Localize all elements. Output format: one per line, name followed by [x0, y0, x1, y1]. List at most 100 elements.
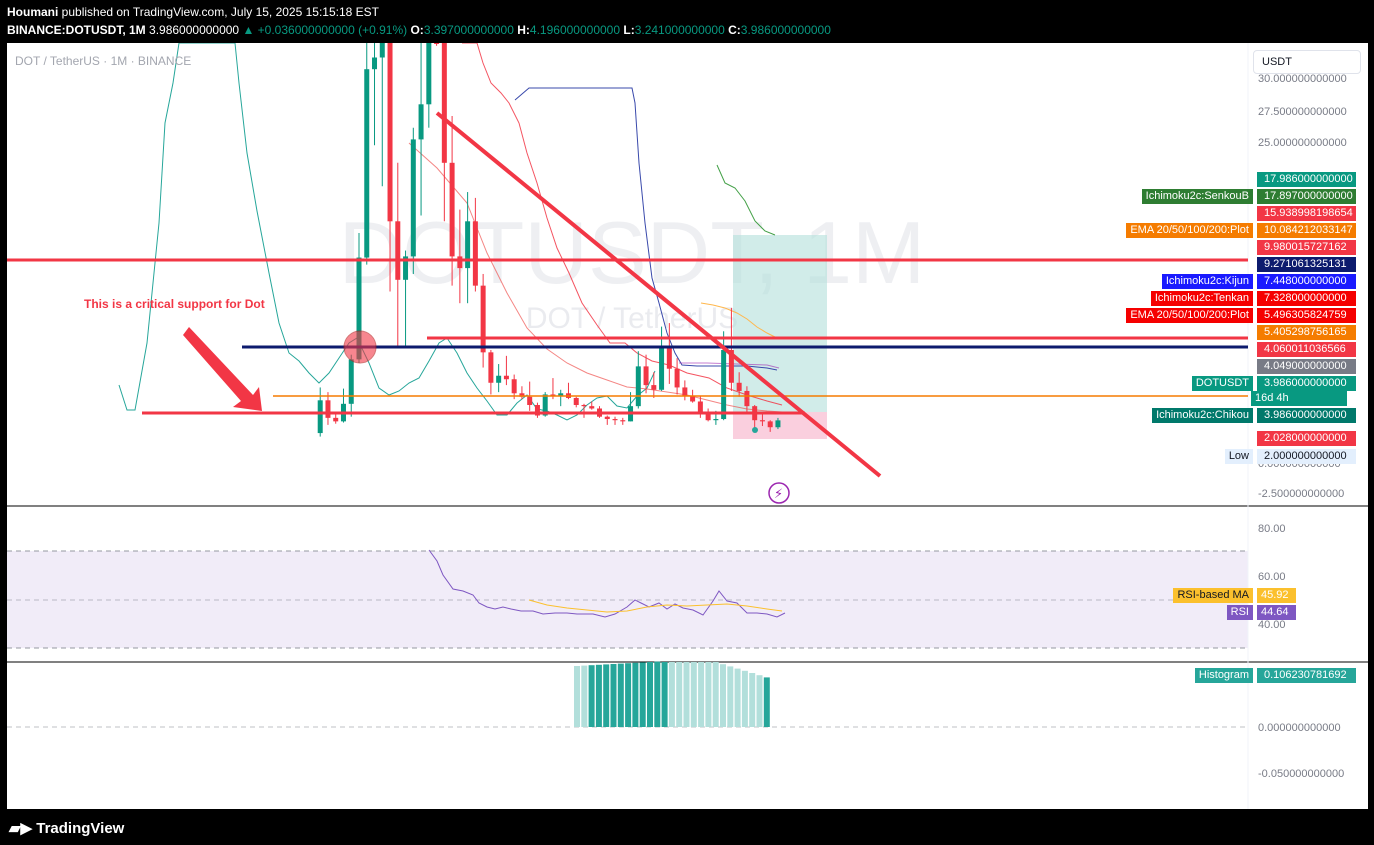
- candle-body: [480, 285, 486, 353]
- dividend-icon: [768, 482, 790, 504]
- histogram-bar: [698, 662, 705, 727]
- price-tick: 25.000000000000: [1258, 137, 1347, 149]
- price-label: 9.980015727162: [1257, 240, 1356, 255]
- price-label: 44.64: [1257, 605, 1296, 620]
- watermark-sub: DOT / TetherUS: [526, 302, 738, 335]
- histogram-bar: [581, 665, 588, 727]
- open-value: 3.397000000000: [423, 23, 514, 37]
- histogram-bar: [749, 673, 756, 727]
- candle-body: [379, 43, 385, 58]
- price-label: 4.049000000000: [1257, 359, 1356, 374]
- rsi-ma-line: [528, 599, 783, 613]
- candle-body: [472, 221, 478, 286]
- histogram-bar: [595, 664, 602, 727]
- plot-label: RSI-based MA: [1173, 588, 1253, 603]
- candle-body: [705, 413, 711, 421]
- candle-body: [721, 350, 727, 420]
- histogram-bar: [661, 662, 668, 727]
- chart-svg[interactable]: DOTUSDT, 1M DOT / TetherUS This is a cri…: [7, 42, 1368, 809]
- chikou-line: [118, 42, 656, 421]
- price-label: 3.986000000000: [1257, 376, 1356, 391]
- tenkan-line: [462, 42, 783, 406]
- candle-body: [651, 385, 657, 390]
- price-label: 0.106230781692: [1257, 668, 1356, 683]
- plot-label: Ichimoku2c:Kijun: [1161, 274, 1253, 289]
- candle-body: [410, 139, 416, 257]
- plot-label: Ichimoku2c:Tenkan: [1150, 291, 1253, 306]
- event-marker: [752, 427, 758, 433]
- candle-body: [573, 397, 579, 405]
- last-value: 3.986000000000: [149, 23, 240, 37]
- histogram-bar: [574, 666, 580, 727]
- symbol-watermark: DOTUSDT, 1M DOT / TetherUS: [339, 203, 926, 335]
- chart-area[interactable]: DOTUSDT, 1M DOT / TetherUS This is a cri…: [7, 42, 1368, 844]
- candle-body: [643, 366, 649, 386]
- candle-body: [348, 359, 354, 404]
- price-label: 2.028000000000: [1257, 431, 1356, 446]
- change-value: ▲ +0.036000000000 (+0.91%): [242, 23, 408, 37]
- candle-body: [426, 43, 432, 105]
- histogram-bar: [727, 666, 734, 727]
- author-name: Houmani: [7, 5, 59, 19]
- price-label: 5.405298756165: [1257, 325, 1356, 340]
- footer-bar: ▰▶ TradingView: [0, 809, 1374, 845]
- price-tick: -2.500000000000: [1258, 488, 1344, 500]
- low-value: 3.241000000000: [634, 23, 725, 37]
- price-label: 17.986000000000: [1257, 172, 1356, 187]
- ema-line: [408, 142, 783, 413]
- price-label: 10.084212033147: [1257, 223, 1356, 238]
- candle-body: [418, 104, 424, 140]
- candle-body: [728, 350, 734, 383]
- kijun-echo-line: [679, 362, 780, 369]
- target-zone: [733, 235, 827, 412]
- candle-body: [558, 393, 564, 396]
- ema-200-line: [700, 302, 778, 339]
- histogram-bar: [654, 661, 661, 727]
- watermark-main: DOTUSDT, 1M: [339, 203, 926, 302]
- logo-text: TradingView: [36, 820, 125, 837]
- candle-body: [612, 419, 618, 421]
- publish-header: Houmani published on TradingView.com, Ju…: [7, 5, 379, 19]
- candle-body: [659, 346, 665, 390]
- ohlc-header: BINANCE:DOTUSDT, 1M 3.986000000000 ▲ +0.…: [7, 23, 831, 37]
- candle-body: [441, 43, 447, 163]
- candle-body: [744, 390, 750, 407]
- senkou-b-line: [716, 164, 776, 236]
- candle-body: [372, 57, 378, 70]
- candle-body: [697, 401, 703, 414]
- candle-body: [511, 379, 517, 394]
- plot-label: DOTUSDT: [1191, 376, 1253, 391]
- price-label: 45.92: [1257, 588, 1296, 603]
- candle-body: [317, 400, 323, 434]
- currency-selector[interactable]: USDT: [1253, 50, 1361, 74]
- rsi-axis: 80.00 60.00 40.00: [1258, 523, 1286, 631]
- price-label: 4.060011036566: [1257, 342, 1356, 357]
- macd-tick: -0.050000000000: [1258, 768, 1344, 780]
- histogram-bar: [690, 662, 697, 727]
- candle-body: [736, 382, 742, 391]
- annotation-text: This is a critical support for Dot: [84, 297, 265, 311]
- candle-body: [604, 416, 610, 420]
- candle-body: [465, 221, 471, 269]
- histogram-bar: [676, 662, 683, 727]
- price-label: 7.448000000000: [1257, 274, 1356, 289]
- candle-body: [589, 406, 595, 409]
- candle-body: [682, 387, 688, 396]
- close-value: 3.986000000000: [740, 23, 831, 37]
- plot-label: EMA 20/50/100/200:Plot: [1126, 223, 1253, 238]
- candle-body: [527, 396, 533, 405]
- rsi-tick: 80.00: [1258, 523, 1286, 535]
- candle-body: [519, 393, 525, 397]
- candle-body: [356, 257, 362, 360]
- histogram-bar: [683, 662, 690, 727]
- candle-body: [488, 352, 494, 383]
- tradingview-logo[interactable]: ▰▶ TradingView: [9, 819, 124, 837]
- rsi-line: [428, 549, 786, 618]
- lightning-glyph: ⚡: [774, 487, 783, 502]
- candle-body: [759, 420, 765, 422]
- histogram-bar: [647, 662, 653, 727]
- histogram-bar: [763, 677, 770, 727]
- plot-label: Low: [1224, 449, 1253, 464]
- rsi-tick: 40.00: [1258, 619, 1286, 631]
- histogram-bar: [668, 662, 675, 727]
